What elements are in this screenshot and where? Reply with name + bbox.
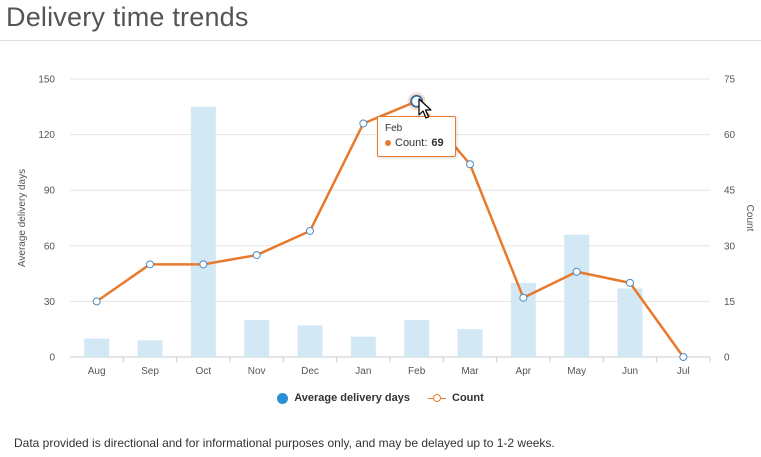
x-tick-label: Nov xyxy=(248,366,266,377)
y-tick-label-left: 120 xyxy=(38,130,55,141)
bar-dec[interactable] xyxy=(297,325,323,357)
tooltip-value: 69 xyxy=(431,137,444,149)
point-aug[interactable] xyxy=(92,297,101,306)
legend-item-count[interactable]: Count xyxy=(428,392,484,404)
tooltip-month: Feb xyxy=(385,123,403,134)
x-tick-label: Aug xyxy=(88,366,106,377)
title-divider xyxy=(0,40,761,41)
tooltip-series-label: Count: xyxy=(395,137,428,149)
x-tick-label: Feb xyxy=(408,366,426,377)
point-may[interactable] xyxy=(572,267,581,276)
bar-series xyxy=(84,106,643,357)
bar-jun[interactable] xyxy=(617,288,643,357)
bar-nov[interactable] xyxy=(244,319,270,357)
x-tick-label: Sep xyxy=(141,366,159,377)
y-axis-title-left: Average delivery days xyxy=(17,169,28,267)
y-tick-label-left: 0 xyxy=(49,353,55,364)
bar-mar[interactable] xyxy=(457,329,483,357)
bar-jan[interactable] xyxy=(350,336,376,357)
bar-sep[interactable] xyxy=(137,340,163,357)
tooltip-series-dot-icon xyxy=(385,140,391,146)
line-series xyxy=(92,92,688,361)
axis-ticks: 0 30 60 90 120 150 0 15 30 45 60 75 Aug Sep Oct Nov Dec J… xyxy=(38,75,735,378)
y-tick-label-right: 45 xyxy=(724,186,736,197)
x-tick-label: Dec xyxy=(301,366,319,377)
point-sep[interactable] xyxy=(146,260,154,269)
count-line xyxy=(95,99,685,358)
x-tick-label: Jan xyxy=(355,366,371,377)
page-title: Delivery time trends xyxy=(6,2,249,32)
legend-label: Count xyxy=(452,392,484,404)
x-tick-label: Jun xyxy=(622,366,638,377)
point-jul[interactable] xyxy=(679,353,688,361)
point-dec[interactable] xyxy=(306,226,314,235)
y-tick-label-right: 0 xyxy=(724,353,730,364)
chart-legend: Average delivery days Count xyxy=(0,392,761,404)
y-tick-label-left: 30 xyxy=(44,297,56,308)
point-jun[interactable] xyxy=(626,278,634,287)
tooltip-row: Count: 69 xyxy=(385,137,448,149)
y-tick-label-left: 60 xyxy=(44,241,56,252)
y-tick-label-left: 150 xyxy=(38,75,55,86)
legend-circle-icon xyxy=(277,392,289,404)
delivery-chart: 0 30 60 90 120 150 0 15 30 45 60 75 Aug Sep Oct Nov Dec J… xyxy=(17,75,755,378)
point-nov[interactable] xyxy=(252,251,261,260)
legend-item-average-delivery-days[interactable]: Average delivery days xyxy=(277,392,410,404)
bar-may[interactable] xyxy=(564,234,590,357)
x-tick-label: Jul xyxy=(677,366,690,377)
legend-line-circle-icon xyxy=(428,393,446,404)
x-tick-label: Mar xyxy=(461,366,479,377)
mouse-pointer-icon xyxy=(418,98,432,119)
bar-aug[interactable] xyxy=(84,338,110,357)
legend-label: Average delivery days xyxy=(294,392,410,404)
x-tick-label: Apr xyxy=(516,366,532,377)
x-tick-label: May xyxy=(567,366,586,377)
y-tick-label-right: 15 xyxy=(724,297,736,308)
point-jan[interactable] xyxy=(359,119,368,128)
footnote: Data provided is directional and for inf… xyxy=(14,436,555,450)
point-apr[interactable] xyxy=(519,293,528,302)
y-tick-label-right: 75 xyxy=(724,75,736,86)
chart-tooltip: Feb Count: 69 xyxy=(377,116,456,157)
bar-feb[interactable] xyxy=(404,319,430,357)
point-oct[interactable] xyxy=(199,260,208,269)
bar-oct[interactable] xyxy=(190,106,216,357)
y-tick-label-left: 90 xyxy=(44,186,56,197)
x-tick-label: Oct xyxy=(196,366,212,377)
y-tick-label-right: 60 xyxy=(724,130,736,141)
y-tick-label-right: 30 xyxy=(724,241,736,252)
y-axis-title-right: Count xyxy=(744,205,755,232)
point-mar[interactable] xyxy=(466,160,474,169)
